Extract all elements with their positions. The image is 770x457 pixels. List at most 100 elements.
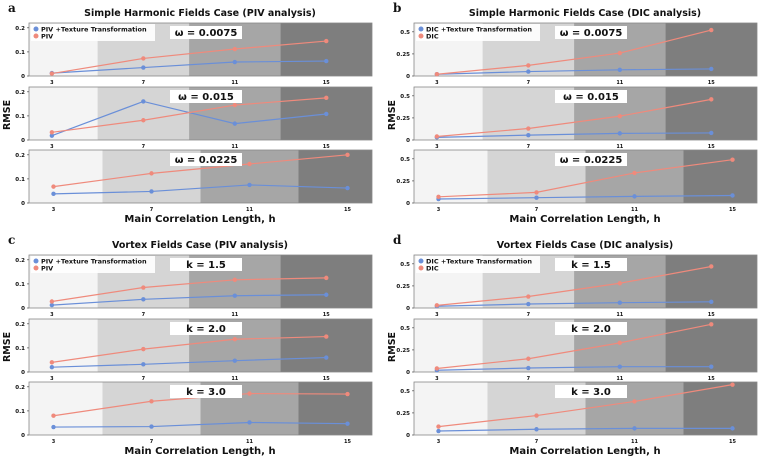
legend-label: PIV +Texture Transformation xyxy=(41,26,147,34)
parameter-label-box xyxy=(170,258,242,271)
data-point xyxy=(247,182,252,188)
data-point xyxy=(709,66,714,72)
legend-marker xyxy=(418,265,424,271)
x-tick-label: 15 xyxy=(708,376,715,382)
texture-series-line xyxy=(53,184,348,195)
data-point xyxy=(324,38,329,44)
x-tick-label: 15 xyxy=(344,439,351,445)
texture-series-line xyxy=(436,366,712,371)
parameter-label: ω = 0.0225 xyxy=(175,155,238,166)
legend-marker xyxy=(33,258,39,264)
y-axis-label: RMSE xyxy=(2,332,13,362)
data-point xyxy=(232,46,237,52)
subplot: 0 0.1 0.2 3 7 11 15 k = 3.0 xyxy=(15,381,373,445)
data-point xyxy=(526,63,531,68)
legend-box xyxy=(416,24,540,41)
subplot: 0 0.25 0.5 3 7 11 15 ω = 0.0225 xyxy=(396,149,758,213)
x-tick-label: 11 xyxy=(616,80,623,86)
data-point xyxy=(141,56,146,61)
subplot: 0 0.25 0.5 3 7 11 15 k = 3.0 xyxy=(396,381,758,445)
subplot: 0 0.1 0.2 3 7 11 15 k = 2.0 xyxy=(15,318,373,382)
background-band xyxy=(665,255,757,308)
y-tick-label: 0 xyxy=(406,138,410,144)
data-point xyxy=(49,133,55,138)
y-tick-label: 0.5 xyxy=(400,30,410,36)
parameter-label: k = 1.5 xyxy=(571,260,611,271)
parameter-label: ω = 0.015 xyxy=(563,92,619,103)
plot-frame xyxy=(413,86,758,141)
baseline-series-line xyxy=(436,29,712,75)
legend-marker xyxy=(418,33,424,39)
y-tick-label: 0 xyxy=(406,201,410,207)
data-point xyxy=(49,364,55,370)
x-tick-label: 3 xyxy=(435,376,439,382)
background-band xyxy=(29,87,98,140)
y-tick-label: 0 xyxy=(21,74,25,80)
x-tick-label: 11 xyxy=(246,207,253,213)
data-point xyxy=(534,427,539,432)
data-point xyxy=(526,301,531,307)
parameter-label-box xyxy=(170,322,242,335)
x-tick-label: 15 xyxy=(729,439,736,445)
data-point xyxy=(632,399,637,404)
x-tick-label: 7 xyxy=(142,144,146,150)
data-point xyxy=(345,391,350,397)
data-point xyxy=(632,194,637,199)
data-point xyxy=(324,111,329,117)
parameter-label: k = 3.0 xyxy=(186,387,226,398)
y-tick-label: 0 xyxy=(21,433,25,439)
data-point xyxy=(709,97,714,102)
data-point xyxy=(232,337,237,342)
baseline-series-line xyxy=(51,335,327,363)
data-point xyxy=(232,277,237,283)
parameter-label: k = 3.0 xyxy=(571,387,611,398)
texture-series-line xyxy=(53,421,348,428)
x-tick-label: 7 xyxy=(142,312,146,318)
legend-label: DIC +Texture Transformation xyxy=(426,258,532,266)
panel-letter: c xyxy=(8,233,15,247)
baseline-series-line xyxy=(51,40,327,75)
plot-frame xyxy=(28,254,373,309)
panel-title: Vortex Fields Case (PIV analysis) xyxy=(112,240,288,251)
data-point xyxy=(709,364,714,369)
data-point xyxy=(617,300,622,305)
x-tick-label: 11 xyxy=(631,439,638,445)
legend-marker xyxy=(418,258,424,264)
data-point xyxy=(709,299,714,305)
parameter-label-box xyxy=(170,385,242,398)
data-point xyxy=(434,366,440,371)
x-tick-label: 3 xyxy=(435,80,439,86)
texture-series-line xyxy=(438,427,733,432)
y-tick-label: 0 xyxy=(21,306,25,312)
x-tick-label: 15 xyxy=(708,312,715,318)
data-point xyxy=(324,334,329,339)
subplot: 0 0.25 0.5 3 7 11 15 ω = 0.015 xyxy=(396,86,758,150)
data-point xyxy=(324,58,329,64)
panel-letter: d xyxy=(393,233,402,247)
x-tick-label: 7 xyxy=(150,207,154,213)
data-point xyxy=(149,189,154,194)
legend-marker xyxy=(33,26,39,32)
y-tick-label: 0.1 xyxy=(15,346,25,352)
subplot: 0 0.25 0.5 3 7 11 15 k = 2.0 xyxy=(396,318,758,382)
x-tick-label: 15 xyxy=(708,144,715,150)
data-point xyxy=(436,428,441,434)
data-point xyxy=(141,346,146,352)
baseline-series-line xyxy=(436,323,712,370)
data-point xyxy=(49,130,55,135)
data-point xyxy=(526,69,531,74)
x-tick-label: 7 xyxy=(535,439,539,445)
data-point xyxy=(345,185,350,191)
y-axis-label: RMSE xyxy=(387,100,398,130)
x-axis-label: Main Correlation Length, h xyxy=(124,446,275,457)
panel-letter: b xyxy=(393,1,401,15)
x-tick-label: 3 xyxy=(437,439,441,445)
data-point xyxy=(49,360,55,365)
parameter-label: ω = 0.0225 xyxy=(560,155,623,166)
data-point xyxy=(730,157,735,162)
y-tick-label: 0.25 xyxy=(396,411,410,417)
x-tick-label: 15 xyxy=(323,312,330,318)
x-tick-label: 3 xyxy=(50,376,54,382)
data-point xyxy=(232,293,237,298)
